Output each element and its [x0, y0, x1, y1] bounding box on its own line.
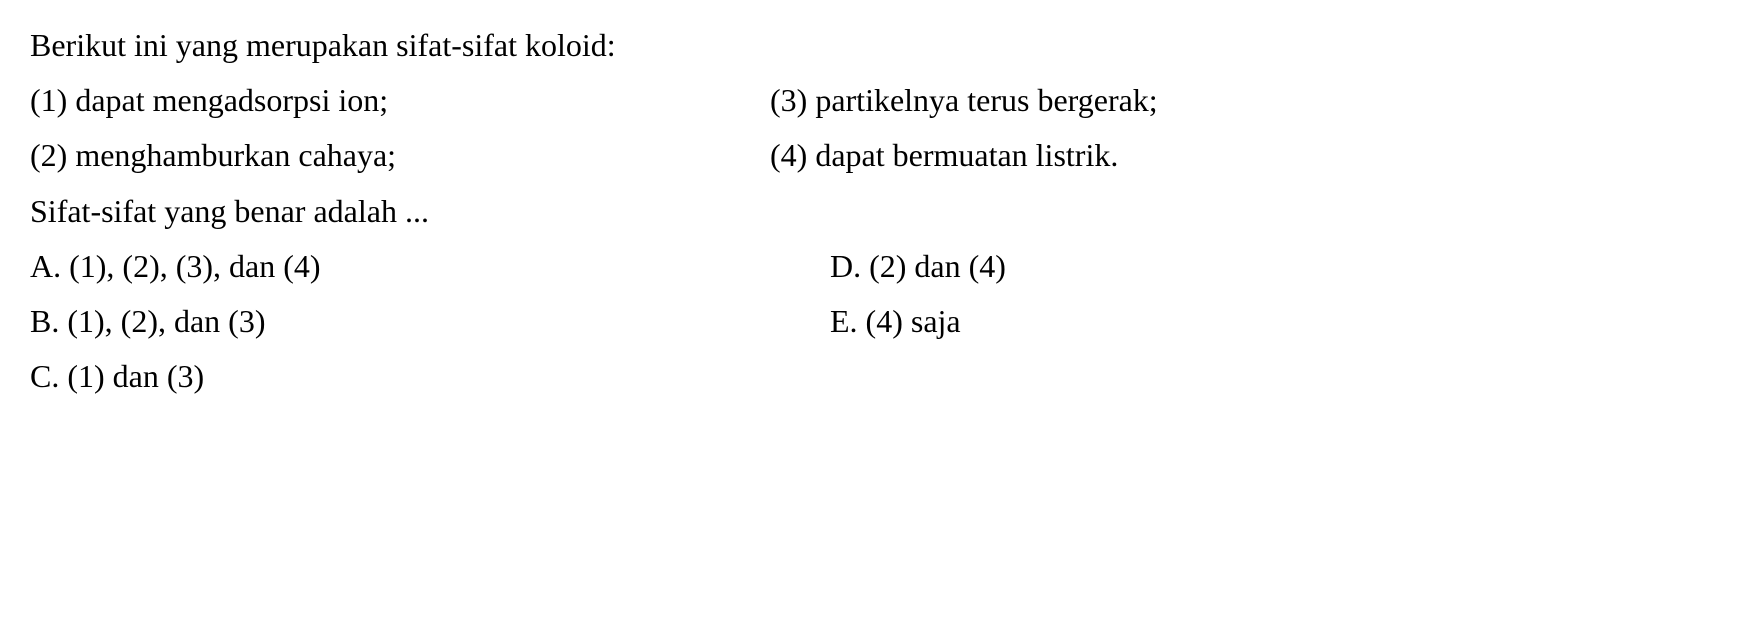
properties-row-2: (2) menghamburkan cahaya; (4) dapat berm… — [30, 130, 1729, 181]
question-intro: Berikut ini yang merupakan sifat-sifat k… — [30, 20, 1729, 71]
property-item-2: (2) menghamburkan cahaya; — [30, 130, 770, 181]
options-row-3: C. (1) dan (3) — [30, 351, 1729, 402]
option-empty — [830, 351, 1729, 402]
option-d: D. (2) dan (4) — [830, 241, 1729, 292]
options-row-1: A. (1), (2), (3), dan (4) D. (2) dan (4) — [30, 241, 1729, 292]
property-item-1: (1) dapat mengadsorpsi ion; — [30, 75, 770, 126]
properties-row-1: (1) dapat mengadsorpsi ion; (3) partikel… — [30, 75, 1729, 126]
question-prompt: Sifat-sifat yang benar adalah ... — [30, 186, 1729, 237]
option-e: E. (4) saja — [830, 296, 1729, 347]
option-b: B. (1), (2), dan (3) — [30, 296, 830, 347]
option-a: A. (1), (2), (3), dan (4) — [30, 241, 830, 292]
option-c: C. (1) dan (3) — [30, 351, 830, 402]
options-row-2: B. (1), (2), dan (3) E. (4) saja — [30, 296, 1729, 347]
property-item-4: (4) dapat bermuatan listrik. — [770, 130, 1729, 181]
property-item-3: (3) partikelnya terus bergerak; — [770, 75, 1729, 126]
